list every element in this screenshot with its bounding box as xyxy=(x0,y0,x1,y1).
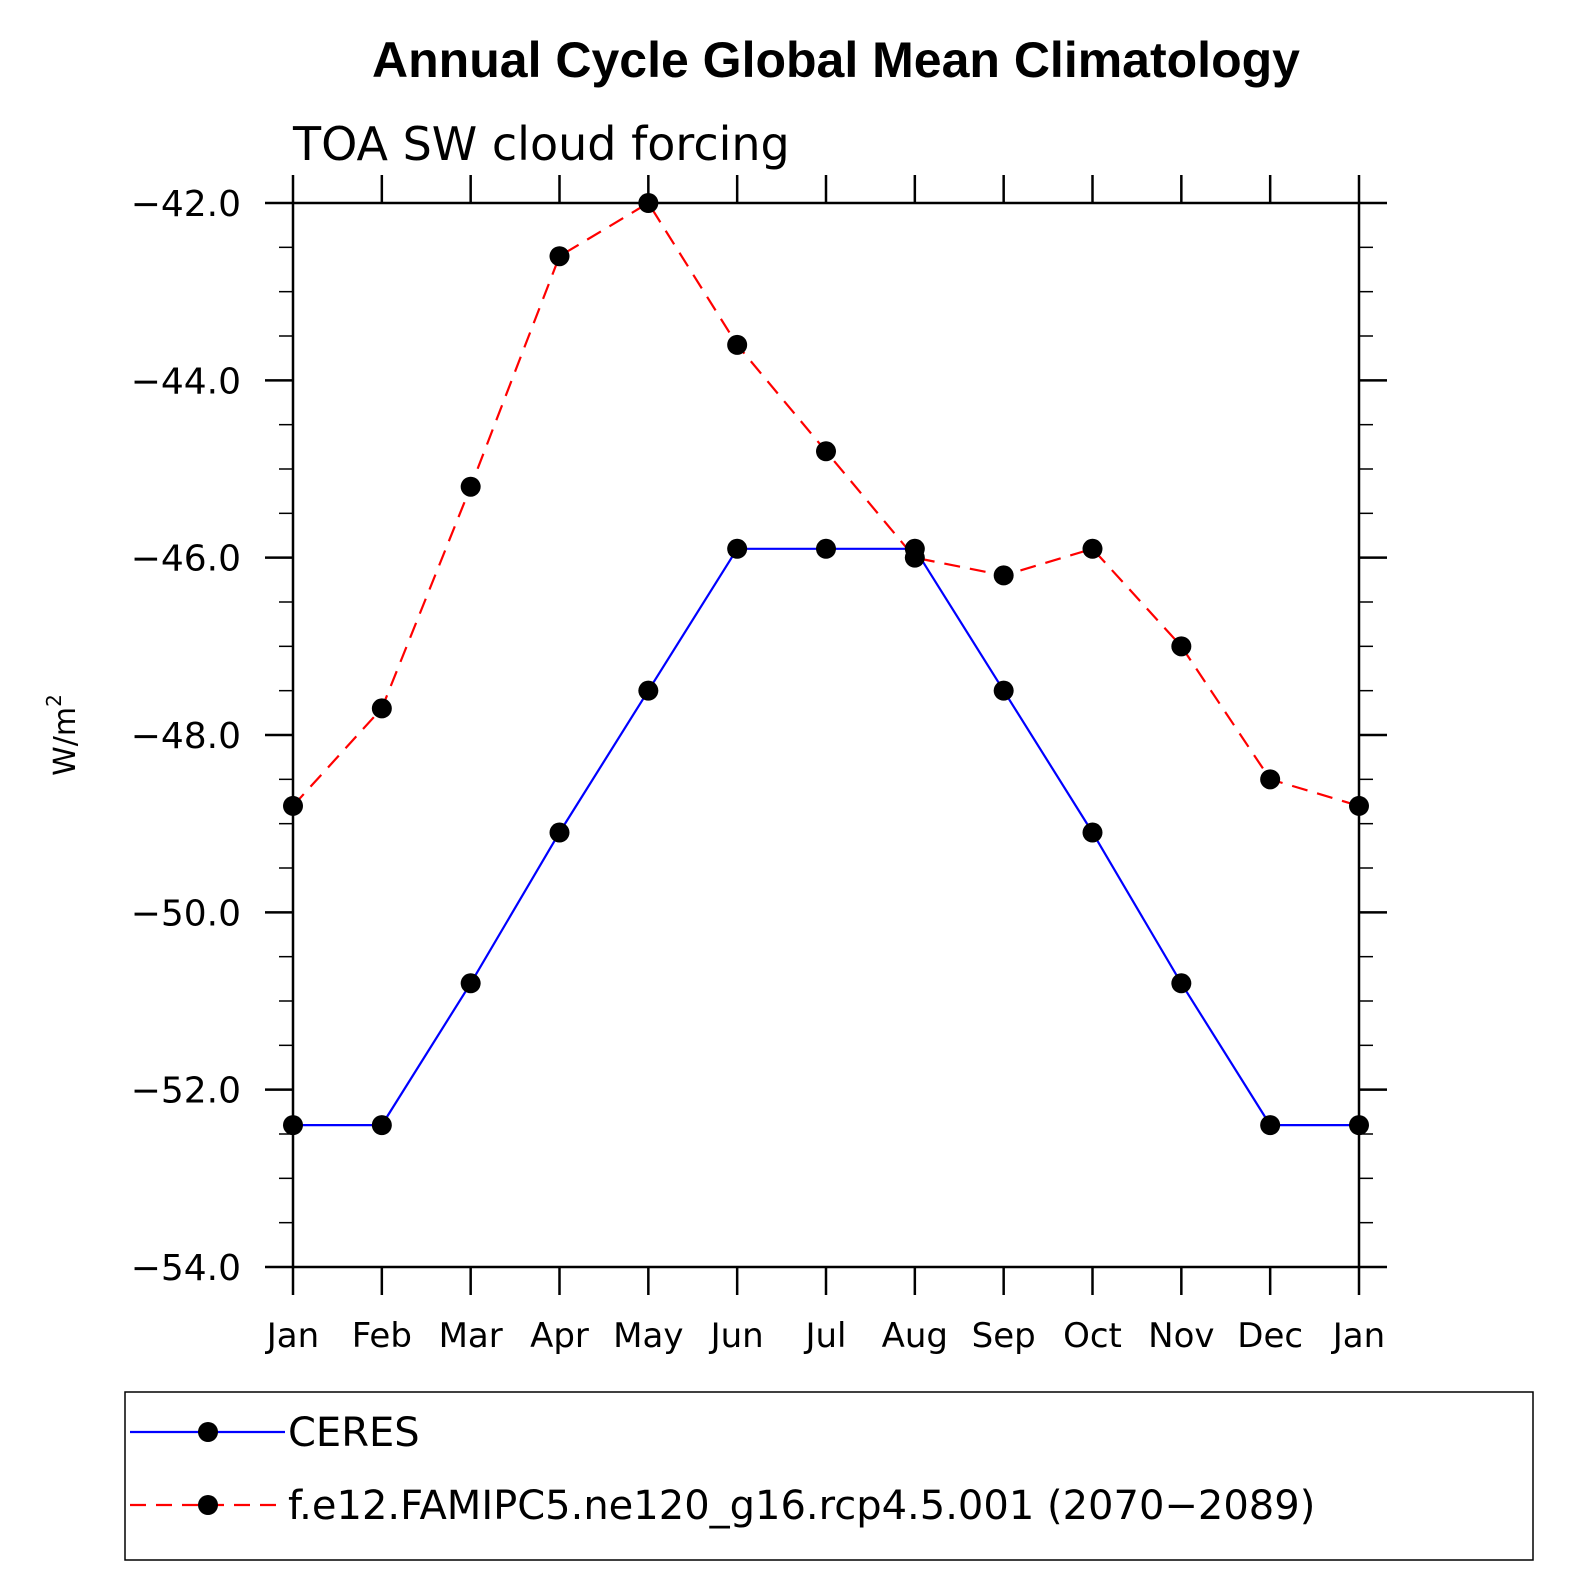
y-axis-label-base: W/m xyxy=(48,707,83,776)
legend: CERES f.e12.FAMIPC5.ne120_g16.rcp4.5.001 … xyxy=(130,1410,1315,1529)
plot-frame xyxy=(291,201,1361,1269)
series-line-2 xyxy=(292,201,1360,807)
y-tick-label: −46.0 xyxy=(131,539,241,580)
axis-ticks xyxy=(265,175,1387,1295)
x-tick-label: Jan xyxy=(1331,1316,1385,1356)
x-tick-label: May xyxy=(613,1316,683,1356)
legend-box xyxy=(124,1391,1534,1561)
x-tick-label: Jun xyxy=(709,1316,764,1356)
data-point-series-2 xyxy=(1349,795,1369,816)
data-point-series-1 xyxy=(727,538,748,559)
data-point-series-2 xyxy=(1171,636,1192,657)
data-point-series-2 xyxy=(460,476,481,497)
x-tick-label: Jul xyxy=(803,1316,846,1356)
x-tick-label: Mar xyxy=(439,1316,503,1356)
data-point-series-1 xyxy=(1349,1115,1369,1136)
x-tick-label: Nov xyxy=(1148,1316,1214,1356)
y-tick-label: −44.0 xyxy=(131,361,241,402)
y-tick-label: −42.0 xyxy=(131,184,241,225)
data-point-series-2 xyxy=(283,795,303,816)
y-tick-label: −48.0 xyxy=(131,716,241,757)
data-point-series-1 xyxy=(638,680,659,701)
data-point-series-2 xyxy=(1082,538,1103,559)
legend-marker-2 xyxy=(198,1495,218,1515)
series-points xyxy=(283,193,1369,1136)
data-point-series-2 xyxy=(816,441,836,462)
data-point-series-2 xyxy=(1260,769,1281,790)
x-tick-label: Apr xyxy=(530,1316,589,1356)
data-point-series-1 xyxy=(283,1115,303,1136)
x-tick-label: Sep xyxy=(972,1316,1036,1356)
data-point-series-1 xyxy=(1171,973,1192,994)
data-point-series-1 xyxy=(460,973,481,994)
chart-subtitle: TOA SW cloud forcing xyxy=(292,117,790,171)
legend-label-1: CERES xyxy=(288,1410,420,1456)
x-tick-label: Aug xyxy=(882,1316,948,1356)
data-point-series-2 xyxy=(727,334,748,355)
data-point-series-1 xyxy=(549,822,570,843)
series-line-1 xyxy=(293,547,1359,1127)
y-tick-label: −50.0 xyxy=(131,893,241,934)
data-point-series-2 xyxy=(371,698,392,719)
data-point-series-2 xyxy=(993,565,1014,586)
data-point-series-2 xyxy=(549,246,570,267)
chart-title: Annual Cycle Global Mean Climatology xyxy=(372,32,1300,88)
x-tick-label: Jan xyxy=(265,1316,319,1356)
x-tick-labels: Jan Feb Mar Apr May Jun Jul Aug Sep Oct Nov Dec Jan xyxy=(265,1316,1385,1356)
x-tick-label: Dec xyxy=(1237,1316,1303,1356)
y-axis-label-superscript: 2 xyxy=(42,694,66,707)
data-point-series-2 xyxy=(904,547,925,568)
x-tick-label: Oct xyxy=(1063,1316,1122,1356)
legend-marker-1 xyxy=(198,1422,218,1442)
data-point-series-1 xyxy=(993,680,1014,701)
series-lines xyxy=(292,201,1360,1127)
x-tick-label: Feb xyxy=(352,1316,412,1356)
data-point-series-1 xyxy=(816,538,836,559)
data-point-series-2 xyxy=(638,193,659,213)
y-tick-labels: −42.0 −44.0 −46.0 −48.0 −50.0 −52.0 −54.0 xyxy=(131,184,241,1289)
y-axis-label: W/m2 xyxy=(42,694,83,776)
data-point-series-1 xyxy=(371,1115,392,1136)
y-tick-label: −54.0 xyxy=(131,1248,241,1289)
y-tick-label: −52.0 xyxy=(131,1071,241,1112)
data-point-series-1 xyxy=(1082,822,1103,843)
data-point-series-1 xyxy=(1260,1115,1281,1136)
legend-label-2: f.e12.FAMIPC5.ne120_g16.rcp4.5.001 (2070… xyxy=(288,1483,1315,1529)
